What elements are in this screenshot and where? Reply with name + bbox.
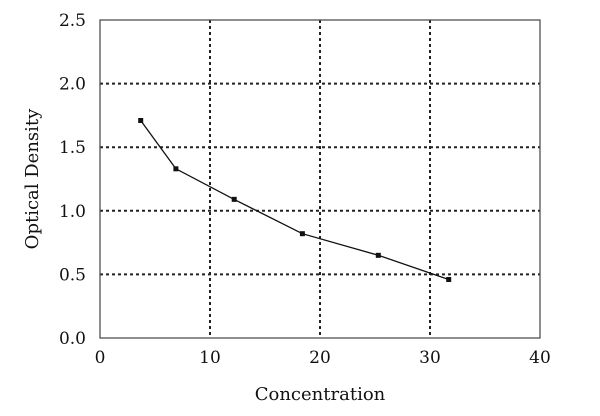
x-tick-label: 10 bbox=[199, 348, 221, 368]
series-line bbox=[140, 120, 449, 281]
data-point bbox=[375, 252, 381, 258]
y-tick-label: 0.5 bbox=[59, 265, 86, 285]
x-axis-title: Concentration bbox=[255, 384, 386, 405]
data-point bbox=[299, 231, 305, 237]
y-tick-label: 2.5 bbox=[59, 11, 86, 31]
y-tick-label: 1.5 bbox=[59, 138, 86, 158]
x-tick-label: 20 bbox=[309, 348, 331, 368]
data-point bbox=[446, 276, 452, 282]
x-tick-label: 40 bbox=[529, 348, 551, 368]
y-tick-label: 1.0 bbox=[59, 202, 86, 222]
y-tick-labels: 0.0 0.5 1.0 1.5 2.0 2.5 bbox=[59, 11, 86, 349]
y-axis-title: Optical Density bbox=[22, 108, 43, 249]
x-tick-label: 30 bbox=[419, 348, 441, 368]
x-tick-labels: 0 10 20 30 40 bbox=[95, 348, 551, 368]
data-point bbox=[173, 166, 179, 172]
data-point bbox=[231, 196, 237, 202]
series bbox=[138, 117, 452, 282]
y-tick-label: 2.0 bbox=[59, 75, 86, 95]
data-point bbox=[138, 117, 144, 123]
grid-lines bbox=[100, 20, 540, 338]
y-tick-label: 0.0 bbox=[59, 329, 86, 349]
x-tick-label: 0 bbox=[95, 348, 106, 368]
plot-frame bbox=[99, 19, 541, 339]
